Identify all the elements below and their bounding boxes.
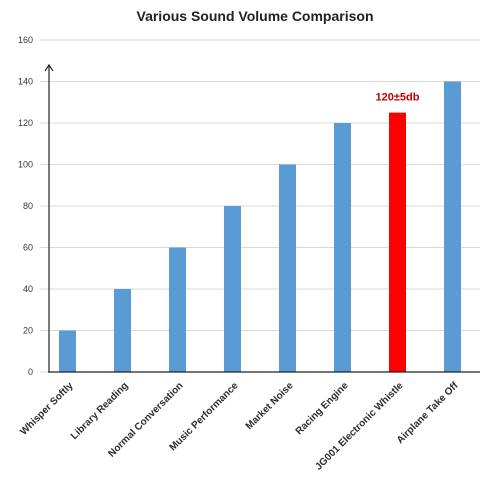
y-tick-label: 40 bbox=[23, 284, 33, 294]
axes bbox=[44, 63, 480, 373]
annotations: 120±5db bbox=[376, 92, 420, 104]
bar-0 bbox=[59, 330, 76, 372]
y-tick-label: 100 bbox=[18, 160, 33, 170]
y-tick-label: 80 bbox=[23, 201, 33, 211]
y-tick-label: 140 bbox=[18, 77, 33, 87]
y-tick-label: 160 bbox=[18, 35, 33, 45]
bars bbox=[59, 81, 461, 372]
y-axis-ticks: 0 20 40 60 80 100 120 140 160 bbox=[18, 35, 33, 377]
bar-5 bbox=[334, 123, 351, 372]
gridlines bbox=[40, 39, 480, 373]
y-axis-arrow bbox=[44, 63, 54, 72]
bar-2 bbox=[169, 247, 186, 372]
y-tick-label: 120 bbox=[18, 118, 33, 128]
category-label: Market Noise bbox=[244, 380, 296, 432]
category-label: Library Reading bbox=[69, 380, 131, 442]
y-tick-label: 20 bbox=[23, 326, 33, 336]
y-tick-label: 60 bbox=[23, 243, 33, 253]
category-label: Whisper Softly bbox=[18, 380, 76, 438]
bar-1 bbox=[114, 289, 131, 372]
category-label: JG001 Electronic Whistle bbox=[313, 380, 406, 473]
bar-3 bbox=[224, 206, 241, 372]
bar-4 bbox=[279, 164, 296, 372]
y-tick-label: 0 bbox=[28, 367, 33, 377]
bar-7 bbox=[444, 81, 461, 372]
category-label: Airplane Take Off bbox=[395, 380, 461, 446]
category-label: Racing Engine bbox=[294, 380, 351, 437]
chart-title: Various Sound Volume Comparison bbox=[137, 8, 374, 24]
bar-annotation: 120±5db bbox=[376, 92, 420, 104]
bar-6 bbox=[389, 112, 406, 372]
